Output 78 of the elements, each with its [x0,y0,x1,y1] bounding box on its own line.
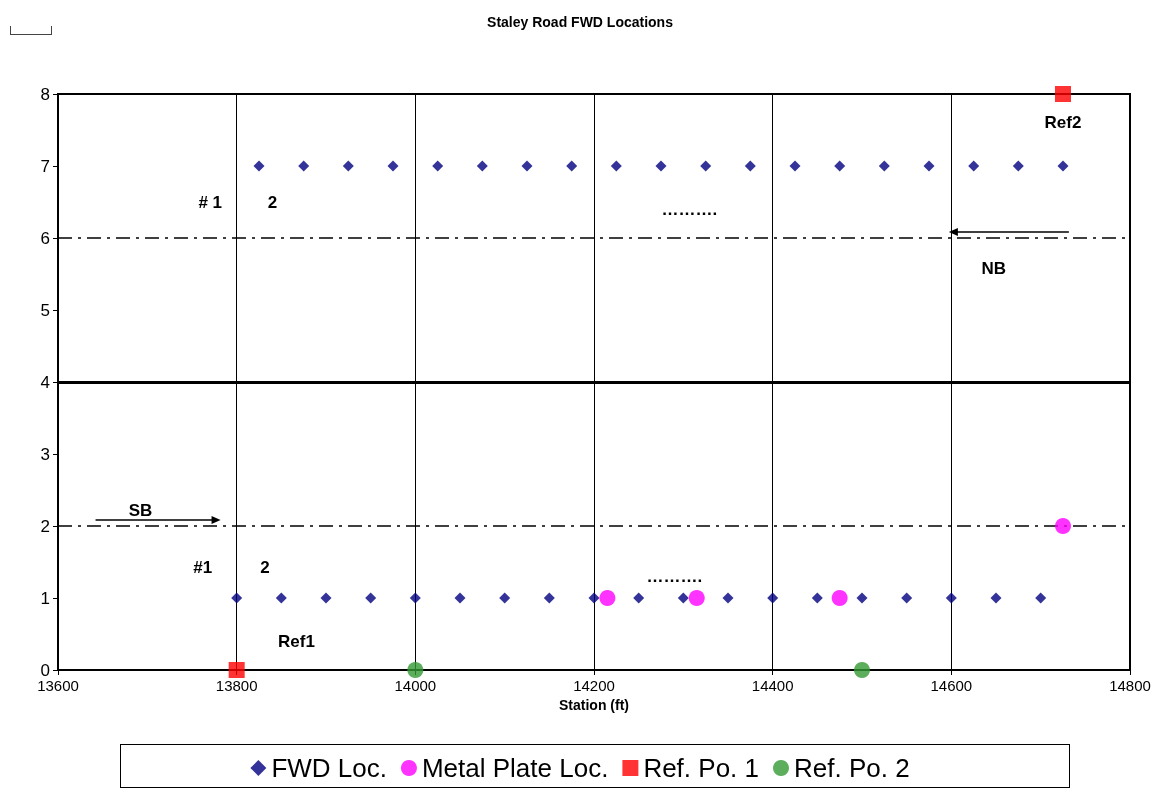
y-tick-label: 4 [40,372,50,392]
annotation: ………. [646,566,703,586]
point [990,592,1002,604]
x-tick-label: 14200 [573,677,615,694]
point [633,592,645,604]
point [407,662,424,678]
point [834,160,846,172]
point [387,160,399,172]
annotation: 2 [260,558,270,578]
point [945,592,957,604]
point [854,662,870,678]
x-tick-label: 14800 [1109,677,1151,694]
point [655,160,667,172]
point [275,592,287,604]
x-axis-title: Station (ft) [559,696,629,713]
y-tick-label: 3 [40,444,50,464]
y-tick-label: 6 [40,228,50,248]
point [901,592,913,604]
legend-label: Ref. Po. 1 [643,753,760,783]
point [298,160,310,172]
point [253,160,265,172]
point [688,590,705,606]
x-tick-label: 14000 [394,677,437,694]
point [1055,86,1071,102]
point [767,592,779,604]
annotation: NB [981,258,1007,278]
point [566,160,578,172]
point [320,592,332,604]
y-tick-label: 1 [40,588,50,608]
point [476,160,488,172]
point [878,160,890,172]
point [543,592,555,604]
point [1057,160,1069,172]
point [499,592,511,604]
annotation: ………. [661,199,718,219]
point [454,592,466,604]
x-tick-label: 13800 [215,677,258,694]
legend-label: Metal Plate Loc. [421,753,609,783]
x-tick-label: 14600 [930,677,973,694]
point [610,160,622,172]
y-tick-label: 7 [40,156,50,176]
point [1055,518,1071,534]
point [409,592,421,604]
legend-label: FWD Loc. [271,753,387,783]
point [811,592,823,604]
point [521,160,533,172]
point [831,590,848,606]
point [968,160,980,172]
point [722,592,734,604]
y-tick-label: 8 [40,84,50,104]
chart-title: Staley Road FWD Locations [487,14,674,30]
point [789,160,801,172]
point [342,160,354,172]
annotation: SB [128,500,153,520]
y-tick-label: 0 [40,660,50,680]
point [588,592,600,604]
legend-label: Ref. Po. 2 [794,753,910,783]
annotation: Ref2 [1044,113,1082,133]
point [923,160,935,172]
point [856,592,868,604]
x-tick-label: 13600 [37,677,79,694]
x-tick-label: 14400 [751,677,794,694]
annotation: #1 [193,558,213,578]
point [677,592,689,604]
point [599,590,616,606]
point [228,662,245,678]
annotation: 2 [267,192,278,212]
annotation: # 1 [198,192,223,212]
annotation: Ref1 [278,631,315,651]
y-tick-label: 2 [40,516,50,536]
point [1012,160,1024,172]
point [1035,592,1047,604]
point [365,592,377,604]
point [231,592,243,604]
point [700,160,712,172]
y-tick-label: 5 [40,300,50,320]
point [744,160,756,172]
point [432,160,444,172]
